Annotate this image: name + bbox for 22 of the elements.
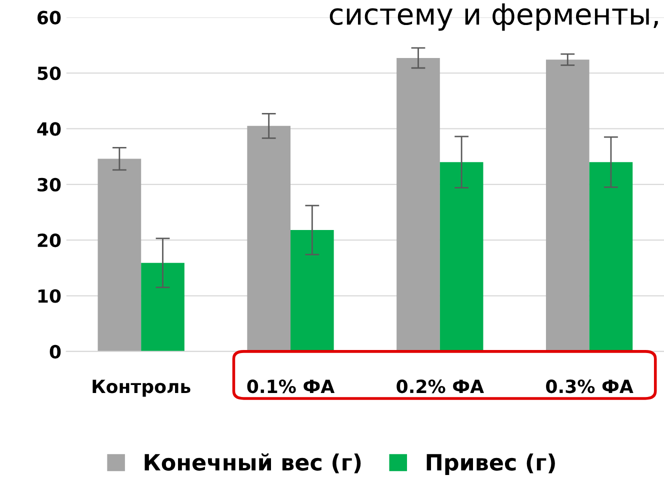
bar [98,158,142,352]
legend-label: Привес (г) [426,454,555,475]
x-tick-label: 0.1% ФА [247,380,335,394]
bar [440,162,484,352]
x-tick-label: 0.2% ФА [396,380,484,394]
bar [546,60,590,352]
x-tick-label: 0.3% ФА [546,380,634,394]
y-tick-label: 10 [38,289,61,303]
y-tick-label: 60 [38,10,61,24]
y-tick-label: 0 [50,344,61,359]
y-tick-label: 30 [38,178,61,192]
bar [247,126,290,352]
bar [141,262,184,352]
bar [589,162,633,352]
legend-label: Конечный вес (г) [144,453,361,474]
bar [396,58,440,352]
annotation: систему и ферменты, [330,3,658,31]
y-tick-label: 20 [38,234,61,248]
y-tick-label: 50 [38,66,61,80]
y-tick-label: 40 [37,122,61,136]
x-tick-label: Контроль [92,380,190,397]
bar [290,230,334,352]
